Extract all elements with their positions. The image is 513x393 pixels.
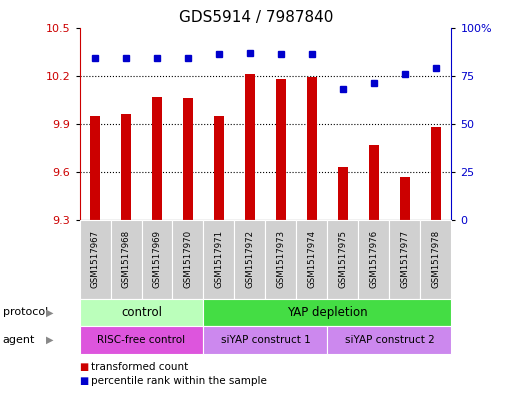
Text: control: control (121, 306, 162, 319)
Bar (430, 127, 441, 220)
Text: GSM1517976: GSM1517976 (369, 230, 379, 288)
Text: GSM1517971: GSM1517971 (214, 230, 224, 288)
Text: siYAP construct 1: siYAP construct 1 (221, 335, 310, 345)
Text: GSM1517977: GSM1517977 (401, 230, 409, 288)
Text: GSM1517967: GSM1517967 (90, 230, 100, 288)
Text: transformed count: transformed count (91, 362, 188, 372)
Bar (338, 167, 348, 220)
Text: GSM1517968: GSM1517968 (122, 230, 130, 288)
Text: percentile rank within the sample: percentile rank within the sample (91, 376, 267, 386)
Text: protocol: protocol (3, 307, 48, 318)
Text: ■: ■ (80, 362, 89, 372)
Bar (368, 145, 380, 220)
Text: GSM1517972: GSM1517972 (246, 230, 254, 288)
Text: YAP depletion: YAP depletion (287, 306, 368, 319)
Bar (151, 97, 163, 220)
Text: RISC-free control: RISC-free control (97, 335, 186, 345)
Text: GSM1517974: GSM1517974 (307, 230, 317, 288)
Bar (400, 177, 410, 220)
Text: ■: ■ (80, 376, 89, 386)
Text: GSM1517978: GSM1517978 (431, 230, 441, 288)
Bar (307, 77, 318, 220)
Text: siYAP construct 2: siYAP construct 2 (345, 335, 435, 345)
Text: ▶: ▶ (46, 335, 54, 345)
Text: GSM1517969: GSM1517969 (152, 230, 162, 288)
Text: GSM1517973: GSM1517973 (277, 230, 285, 288)
Bar (90, 116, 101, 220)
Text: ▶: ▶ (46, 307, 54, 318)
Bar (183, 98, 193, 220)
Bar (121, 114, 131, 220)
Bar (275, 79, 286, 220)
Text: agent: agent (3, 335, 35, 345)
Text: GDS5914 / 7987840: GDS5914 / 7987840 (180, 10, 333, 25)
Text: GSM1517970: GSM1517970 (184, 230, 192, 288)
Bar (245, 74, 255, 220)
Bar (213, 116, 224, 220)
Text: GSM1517975: GSM1517975 (339, 230, 347, 288)
